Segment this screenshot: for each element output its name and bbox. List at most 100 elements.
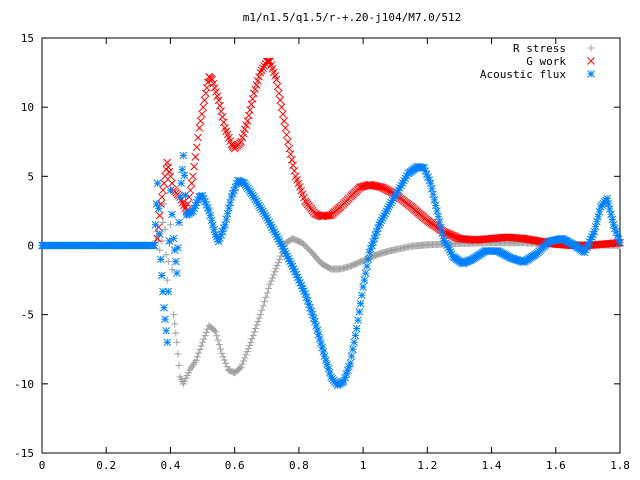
x-tick-label: 1.8 — [610, 459, 630, 472]
data-point — [208, 75, 217, 84]
data-point — [273, 82, 282, 91]
data-point — [238, 133, 247, 142]
data-point — [253, 77, 262, 85]
x-tick-labels: 0 0.2 0.4 0.6 0.8 1 1.2 1.4 1.6 1.8 — [39, 459, 630, 472]
data-point — [364, 255, 373, 264]
data-point — [189, 172, 197, 181]
data-point — [181, 191, 190, 200]
data-point — [357, 291, 366, 300]
y-tick-label: -5 — [21, 309, 34, 322]
data-point — [590, 227, 599, 236]
data-point — [151, 220, 160, 229]
data-point — [257, 66, 266, 75]
data-point — [284, 137, 292, 146]
data-point — [166, 172, 175, 181]
legend-marker — [587, 57, 595, 65]
data-point — [262, 293, 270, 301]
x-tick-label: 1.4 — [482, 459, 502, 472]
data-point — [171, 320, 179, 328]
data-point — [605, 205, 614, 213]
data-point — [241, 354, 249, 362]
y-tick-label: 10 — [21, 101, 34, 114]
data-point — [319, 347, 328, 356]
data-point — [324, 364, 333, 373]
data-point — [163, 338, 172, 347]
data-point — [236, 364, 244, 372]
data-point — [263, 289, 271, 297]
data-point — [282, 130, 291, 139]
data-point — [166, 186, 175, 195]
series-layer — [38, 57, 624, 390]
data-point — [242, 121, 251, 130]
data-point — [320, 352, 329, 361]
data-point — [239, 129, 248, 138]
series-acoustic-flux — [38, 151, 624, 390]
data-point — [195, 124, 204, 132]
data-point — [259, 207, 267, 216]
data-point — [166, 221, 174, 229]
data-point — [265, 285, 273, 293]
data-point — [258, 306, 266, 314]
data-point — [160, 179, 168, 188]
data-point — [206, 211, 215, 220]
data-point — [183, 200, 192, 208]
data-point — [616, 238, 624, 247]
data-point — [591, 222, 600, 231]
data-point — [174, 243, 182, 252]
data-point — [168, 210, 176, 219]
data-point — [252, 81, 261, 89]
data-point — [194, 133, 202, 142]
data-point — [210, 83, 219, 92]
data-point — [163, 158, 172, 167]
data-point — [253, 321, 261, 329]
data-point — [208, 221, 217, 229]
data-point — [211, 327, 219, 335]
data-point — [377, 183, 385, 191]
data-point — [176, 193, 184, 201]
data-point — [173, 338, 181, 346]
data-point — [265, 57, 273, 66]
data-point — [250, 89, 258, 98]
data-point — [155, 211, 164, 220]
data-point — [237, 363, 245, 371]
data-point — [325, 211, 334, 220]
data-point — [277, 103, 286, 112]
data-point — [322, 356, 330, 365]
data-point — [195, 349, 203, 357]
data-point — [603, 194, 612, 203]
data-point — [243, 348, 251, 356]
data-point — [168, 179, 176, 188]
data-point — [175, 218, 183, 227]
data-point — [177, 179, 186, 188]
data-point — [593, 217, 601, 226]
data-point — [174, 350, 182, 358]
data-point — [260, 298, 268, 306]
data-point — [259, 64, 267, 73]
data-point — [270, 271, 278, 279]
x-tick-label: 1 — [360, 459, 367, 472]
data-point — [256, 68, 265, 77]
data-point — [244, 345, 252, 353]
y-tick-label: 0 — [27, 240, 34, 253]
data-point — [210, 326, 218, 334]
data-point — [169, 234, 178, 243]
data-point — [361, 269, 370, 278]
data-point — [246, 341, 254, 349]
data-point — [256, 311, 264, 319]
data-point — [281, 124, 290, 132]
data-point — [323, 360, 332, 369]
data-point — [239, 357, 247, 365]
legend-label: Acoustic flux — [480, 68, 566, 81]
data-point — [180, 171, 189, 180]
data-point — [280, 117, 288, 125]
data-point — [200, 335, 208, 343]
data-point — [171, 257, 180, 266]
data-point — [255, 72, 263, 81]
chart-title: m1/n1.5/q1.5/r-+.20-j104/M7.0/512 — [243, 11, 462, 24]
data-point — [604, 199, 613, 208]
data-point — [197, 342, 205, 350]
data-point — [272, 75, 281, 84]
data-point — [220, 356, 228, 364]
data-point — [178, 165, 187, 174]
data-point — [242, 351, 250, 359]
